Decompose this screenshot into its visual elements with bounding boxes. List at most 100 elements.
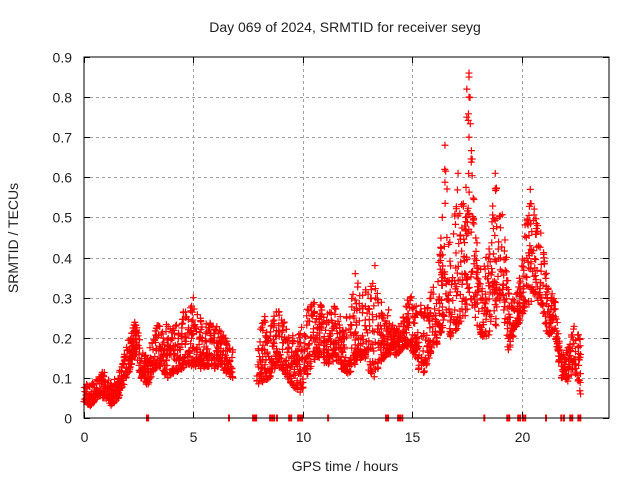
data-point xyxy=(472,270,480,278)
data-point xyxy=(545,324,553,332)
data-point xyxy=(192,328,200,336)
data-point xyxy=(211,362,219,370)
data-point xyxy=(164,351,172,359)
data-point xyxy=(267,355,275,363)
y-tick-label: 0 xyxy=(64,411,72,427)
data-point xyxy=(275,308,283,316)
data-point xyxy=(370,373,378,381)
data-point xyxy=(527,200,535,208)
data-point xyxy=(346,313,354,321)
data-point xyxy=(280,319,288,327)
data-point xyxy=(463,274,471,282)
data-point xyxy=(538,300,546,308)
data-point xyxy=(365,366,373,374)
data-point xyxy=(126,354,134,362)
data-point xyxy=(565,356,573,364)
data-point xyxy=(365,305,373,313)
data-point xyxy=(504,318,512,326)
data-point xyxy=(379,355,387,363)
data-point xyxy=(437,256,445,264)
data-point xyxy=(184,358,192,366)
data-point xyxy=(498,211,506,219)
data-point xyxy=(327,309,335,317)
data-point xyxy=(308,311,316,319)
data-point xyxy=(465,73,473,81)
data-point xyxy=(145,376,153,384)
data-point xyxy=(446,238,454,246)
data-point xyxy=(317,303,325,311)
data-point xyxy=(552,335,560,343)
data-point xyxy=(115,379,123,387)
data-point xyxy=(374,328,382,336)
data-point xyxy=(313,331,321,339)
data-point xyxy=(429,283,437,291)
data-point xyxy=(179,308,187,316)
data-point xyxy=(441,178,449,186)
data-point xyxy=(178,320,186,328)
data-point xyxy=(267,369,275,377)
data-point xyxy=(320,341,328,349)
data-point xyxy=(320,318,328,326)
data-point xyxy=(389,321,397,329)
data-point xyxy=(227,363,235,371)
data-point xyxy=(525,218,533,226)
data-point xyxy=(94,377,102,385)
data-point xyxy=(500,306,508,314)
data-point xyxy=(197,326,205,334)
data-point xyxy=(516,279,524,287)
data-point xyxy=(368,367,376,375)
data-point xyxy=(537,229,545,237)
data-point xyxy=(309,312,317,320)
data-point xyxy=(526,242,534,250)
data-point xyxy=(427,344,435,352)
data-point xyxy=(217,333,225,341)
data-point xyxy=(542,291,550,299)
data-point xyxy=(559,351,567,359)
data-point xyxy=(565,365,573,373)
data-point xyxy=(339,348,347,356)
data-point xyxy=(439,311,447,319)
data-point xyxy=(116,366,124,374)
data-point xyxy=(495,238,503,246)
data-point xyxy=(165,347,173,355)
data-point xyxy=(480,262,488,270)
data-point xyxy=(438,213,446,221)
data-point xyxy=(313,324,321,332)
data-point xyxy=(542,269,550,277)
data-point xyxy=(441,165,449,173)
data-point xyxy=(311,318,319,326)
data-point xyxy=(443,278,451,286)
data-point xyxy=(439,270,447,278)
data-point xyxy=(187,340,195,348)
y-tick-label: 0.9 xyxy=(53,50,73,66)
data-point xyxy=(451,220,459,228)
data-point xyxy=(456,276,464,284)
data-point xyxy=(261,361,269,369)
data-point xyxy=(488,239,496,247)
data-point xyxy=(494,294,502,302)
data-point xyxy=(196,349,204,357)
data-point xyxy=(471,313,479,321)
data-point xyxy=(439,251,447,259)
data-point xyxy=(378,309,386,317)
data-point xyxy=(482,315,490,323)
data-point xyxy=(486,327,494,335)
data-point xyxy=(328,351,336,359)
data-point xyxy=(269,317,277,325)
data-point xyxy=(193,346,201,354)
data-point xyxy=(465,188,473,196)
data-point xyxy=(255,363,263,371)
data-point xyxy=(189,316,197,324)
data-point xyxy=(351,296,359,304)
data-point xyxy=(322,326,330,334)
data-point xyxy=(457,258,465,266)
data-point xyxy=(329,357,337,365)
data-point xyxy=(226,358,234,366)
data-point xyxy=(424,304,432,312)
data-point xyxy=(268,342,276,350)
data-point xyxy=(459,200,467,208)
data-point xyxy=(493,223,501,231)
data-point xyxy=(446,257,454,265)
data-point xyxy=(222,340,230,348)
data-point xyxy=(462,214,470,222)
